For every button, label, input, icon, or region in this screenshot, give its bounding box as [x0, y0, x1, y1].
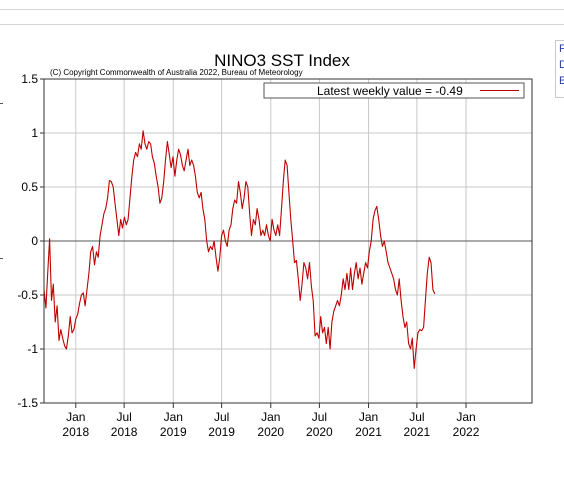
series-line [43, 130, 436, 369]
y-axis: -1.5 -1 -0.5 0 0.5 1 1.5 [17, 72, 44, 410]
edge-tick-mark [0, 258, 3, 259]
x-tick-year: 2022 [453, 425, 480, 439]
x-tick-month: Jan [261, 410, 280, 424]
side-link-panel: F D E [555, 40, 564, 98]
nino3-chart: NINO3 SST Index (C) Copyright Commonweal… [17, 51, 533, 439]
edge-tick-mark [0, 103, 3, 104]
x-tick-month: Jan [456, 410, 475, 424]
x-tick-month: Jan [359, 410, 378, 424]
x-axis: Jan2018Jul2018Jan2019Jul2019Jan2020Jul20… [62, 403, 480, 439]
y-tick-label: 1 [31, 126, 38, 140]
y-tick-label: 0 [31, 234, 38, 248]
side-link-2[interactable]: D [559, 59, 564, 71]
x-tick-month: Jul [312, 410, 327, 424]
x-tick-month: Jul [116, 410, 131, 424]
x-tick-year: 2018 [62, 425, 89, 439]
x-tick-month: Jul [214, 410, 229, 424]
x-tick-month: Jan [164, 410, 183, 424]
y-tick-label: 0.5 [21, 180, 38, 194]
x-tick-year: 2019 [160, 425, 187, 439]
chart-subtitle: (C) Copyright Commonwealth of Australia … [50, 68, 303, 77]
x-tick-year: 2021 [355, 425, 382, 439]
x-tick-year: 2019 [208, 425, 235, 439]
legend-label: Latest weekly value = -0.49 [317, 84, 463, 98]
header-divider [0, 24, 564, 25]
top-divider [0, 9, 564, 10]
x-tick-year: 2020 [306, 425, 333, 439]
x-tick-year: 2018 [111, 425, 138, 439]
side-link-1[interactable]: F [559, 43, 564, 55]
y-tick-label: -1.5 [17, 396, 38, 410]
legend-box [263, 82, 525, 99]
plot-area [43, 78, 533, 404]
y-tick-label: 1.5 [21, 72, 38, 86]
y-tick-label: -0.5 [17, 288, 38, 302]
legend: Latest weekly value = -0.49 [263, 82, 525, 99]
x-tick-month: Jul [409, 410, 424, 424]
chart-title: NINO3 SST Index [214, 51, 350, 70]
x-tick-month: Jan [66, 410, 85, 424]
x-tick-year: 2021 [404, 425, 431, 439]
side-link-3[interactable]: E [559, 75, 564, 87]
x-tick-year: 2020 [257, 425, 284, 439]
series-layer [43, 130, 436, 369]
y-tick-label: -1 [27, 342, 38, 356]
